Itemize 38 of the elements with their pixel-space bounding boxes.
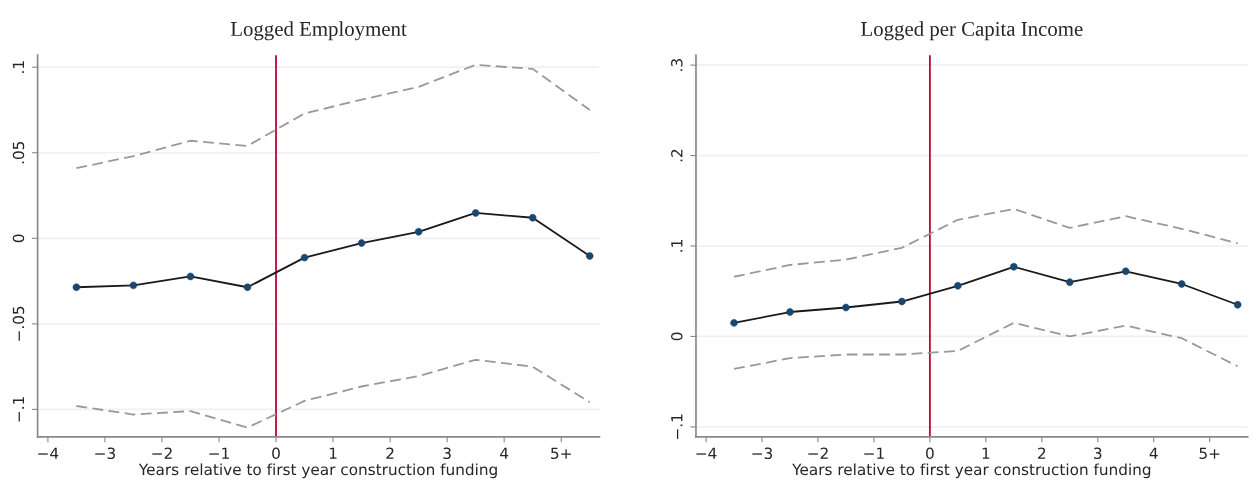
line-series xyxy=(733,321,1239,370)
x-axis-title: Years relative to first year construction funding xyxy=(138,463,497,479)
x-tick-label: 1 xyxy=(982,447,990,459)
x-tick-label: 1 xyxy=(329,447,337,459)
x-tick-label: 4 xyxy=(1149,447,1158,459)
y-tick-label: −.1 xyxy=(671,414,683,439)
y-tick-label: 0 xyxy=(671,332,683,341)
line-series xyxy=(75,358,591,429)
y-tick-label: .3 xyxy=(671,59,683,71)
y-tick-label: −.05 xyxy=(12,306,25,341)
y-tick-label: .1 xyxy=(671,240,683,252)
chart-title: Logged Employment xyxy=(230,21,407,41)
x-tick-label: −2 xyxy=(152,447,172,459)
x-axis-title: Years relative to first year construction funding xyxy=(792,463,1151,479)
x-tick-label: 3 xyxy=(443,447,451,460)
x-tick-label: −3 xyxy=(752,447,773,460)
line-series xyxy=(75,63,591,170)
x-tick-label: 0 xyxy=(272,447,280,460)
x-tick-label: −2 xyxy=(808,447,828,459)
y-tick-label: 0 xyxy=(12,234,25,243)
x-tick-label: 4 xyxy=(500,447,509,459)
x-tick-label: −1 xyxy=(209,447,229,459)
x-tick-label: −1 xyxy=(864,447,884,459)
line-series xyxy=(733,208,1239,278)
x-tick-label: 0 xyxy=(926,447,934,460)
y-tick-label: .05 xyxy=(12,141,25,164)
x-tick-label: 5+ xyxy=(551,447,571,460)
x-tick-label: −3 xyxy=(95,447,115,460)
y-tick-label: −.1 xyxy=(12,397,25,422)
chart-title: Logged per Capita Income xyxy=(861,21,1083,41)
x-tick-label: 3 xyxy=(1094,447,1102,460)
x-tick-label: 2 xyxy=(1038,447,1046,459)
x-tick-label: 5+ xyxy=(1199,447,1220,460)
y-tick-label: .2 xyxy=(671,149,683,162)
x-tick-label: −4 xyxy=(696,447,717,459)
x-tick-label: 2 xyxy=(386,447,394,459)
y-tick-label: .1 xyxy=(12,61,25,73)
x-tick-label: −4 xyxy=(38,447,59,459)
